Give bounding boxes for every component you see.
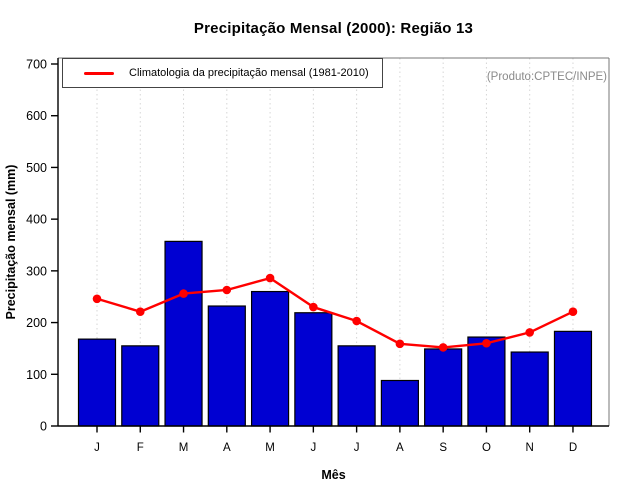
x-tick-label: D	[569, 442, 577, 454]
x-tick-label: S	[439, 442, 447, 454]
x-tick-label: O	[482, 442, 491, 454]
x-tick-label: F	[137, 442, 144, 454]
climatology-line	[95, 276, 575, 349]
x-tick-label: N	[526, 442, 534, 454]
x-tick-label: M	[265, 442, 275, 454]
bar-5-M	[250, 290, 290, 427]
legend-line-sample-icon	[84, 71, 114, 75]
climatology-point-2-F	[135, 307, 145, 317]
bar-7-J	[337, 345, 376, 427]
y-tick-label: 700	[26, 58, 47, 72]
producer-note: (Produto:CPTEC/INPE)	[486, 71, 607, 83]
bar-10-O	[467, 336, 506, 427]
x-tick-label: A	[223, 442, 231, 454]
bar-8-A	[380, 379, 419, 427]
bar-2-F	[121, 345, 160, 427]
climatology-point-7-J	[352, 316, 361, 326]
climatology-point-3-M	[179, 289, 188, 298]
chart-title: Precipitação Mensal (2000): Região 13	[193, 20, 474, 37]
x-tick-label: A	[396, 442, 404, 454]
y-tick-label: 300	[26, 264, 47, 278]
climatology-point-6-J	[309, 302, 318, 312]
bar-9-S	[424, 348, 463, 427]
y-tick-label: 400	[26, 213, 47, 227]
bar-3-M	[164, 240, 203, 427]
climatology-point-8-A	[395, 339, 405, 349]
climatology-point-10-O	[482, 338, 491, 348]
climatology-point-12-D	[568, 307, 578, 317]
climatology-point-1-J	[92, 294, 102, 304]
bar-11-N	[510, 351, 549, 427]
y-tick-label: 0	[40, 420, 47, 434]
x-axis-label: Mês	[321, 468, 346, 482]
bar-6-J	[294, 312, 333, 427]
climatology-point-5-M	[265, 273, 275, 283]
bar-12-D	[553, 330, 593, 427]
y-tick-label: 100	[26, 368, 47, 382]
climatology-point-11-N	[525, 328, 534, 337]
bar-1-J	[77, 338, 117, 427]
y-tick-label: 600	[26, 109, 47, 123]
x-tick-label: J	[94, 442, 100, 454]
x-tick-label: M	[179, 442, 189, 454]
bar-4-A	[207, 305, 246, 427]
legend-label: Climatologia da precipitação mensal (198…	[129, 67, 369, 79]
y-tick-label: 500	[26, 161, 47, 175]
y-tick-label: 200	[26, 316, 47, 330]
climatology-point-9-S	[438, 343, 448, 352]
x-tick-label: J	[310, 442, 316, 454]
legend: Climatologia da precipitação mensal (198…	[62, 58, 383, 88]
climatology-point-4-A	[222, 285, 232, 295]
x-tick-label: J	[354, 442, 360, 454]
